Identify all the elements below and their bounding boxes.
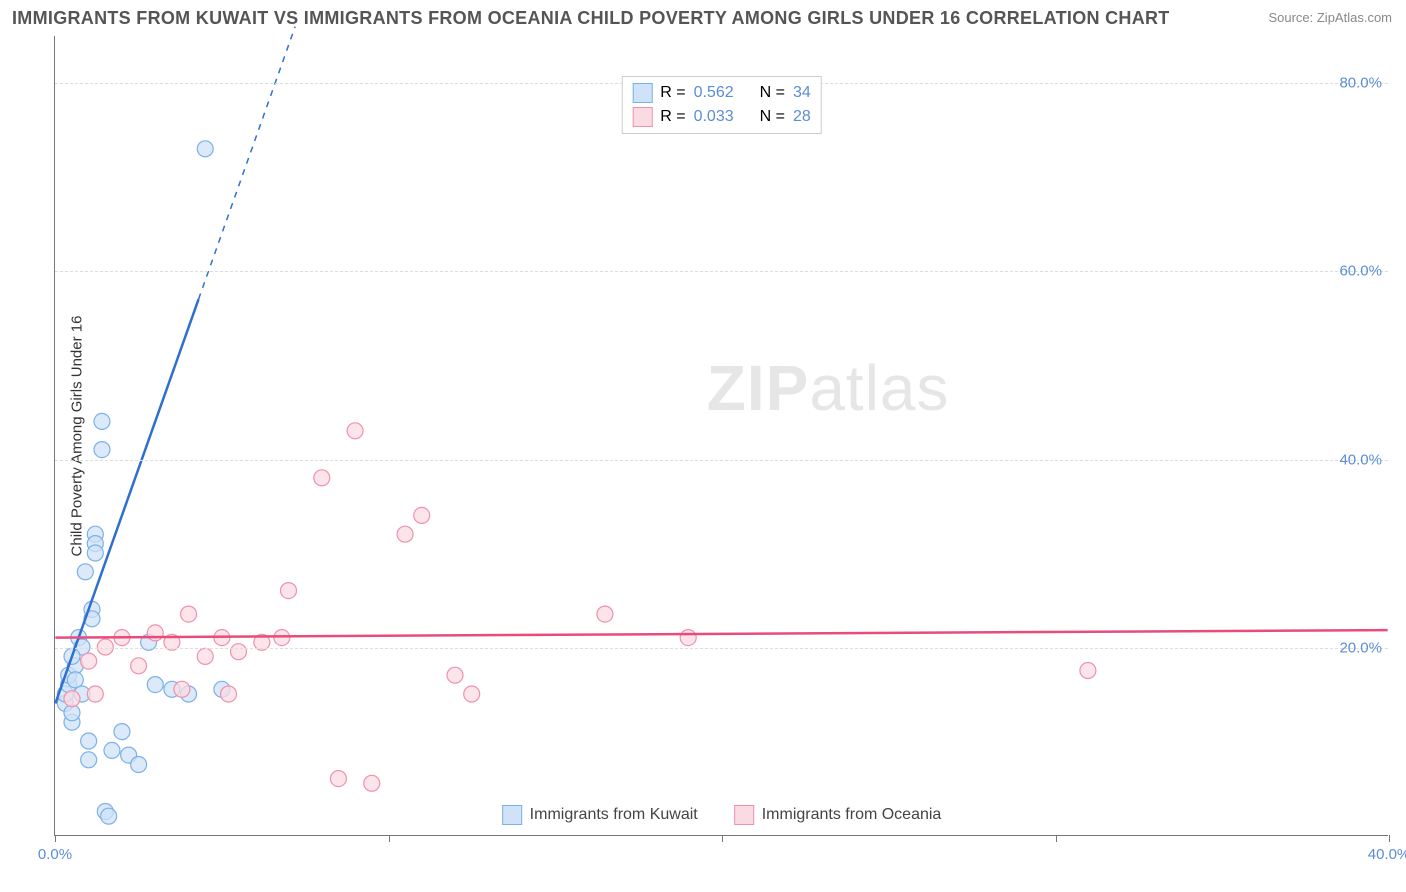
data-point	[131, 757, 147, 773]
y-tick-label: 40.0%	[1339, 451, 1382, 468]
data-point	[221, 686, 237, 702]
gridline	[55, 648, 1388, 649]
legend-row: R = 0.033 N = 28	[632, 105, 811, 129]
data-point	[147, 677, 163, 693]
legend-series-label: Immigrants from Oceania	[762, 806, 942, 824]
legend-row: R = 0.562 N = 34	[632, 81, 811, 105]
data-point	[81, 653, 97, 669]
x-tick-label: 40.0%	[1368, 846, 1406, 863]
data-point	[330, 771, 346, 787]
data-point	[597, 606, 613, 622]
legend-r-label: R =	[660, 84, 685, 102]
legend-swatch	[502, 805, 522, 825]
legend-correlation: R = 0.562 N = 34 R = 0.033 N = 28	[621, 76, 822, 134]
plot-area: Child Poverty Among Girls Under 16 ZIPat…	[54, 36, 1388, 836]
data-point	[131, 658, 147, 674]
data-point	[81, 733, 97, 749]
legend-series-label: Immigrants from Kuwait	[530, 806, 698, 824]
data-point	[397, 526, 413, 542]
legend-series-item: Immigrants from Oceania	[734, 805, 942, 825]
data-point	[77, 564, 93, 580]
x-tick-label: 0.0%	[38, 846, 72, 863]
data-point	[464, 686, 480, 702]
data-point	[87, 686, 103, 702]
y-tick-label: 80.0%	[1339, 75, 1382, 92]
legend-series: Immigrants from Kuwait Immigrants from Oc…	[502, 805, 942, 825]
gridline	[55, 271, 1388, 272]
x-tick	[1056, 835, 1057, 842]
data-point	[81, 752, 97, 768]
y-tick-label: 60.0%	[1339, 263, 1382, 280]
data-point	[680, 630, 696, 646]
legend-n-label: N =	[760, 84, 785, 102]
chart-title: IMMIGRANTS FROM KUWAIT VS IMMIGRANTS FRO…	[12, 8, 1170, 29]
chart-container: IMMIGRANTS FROM KUWAIT VS IMMIGRANTS FRO…	[0, 0, 1406, 892]
legend-swatch	[734, 805, 754, 825]
data-point	[197, 648, 213, 664]
legend-r-label: R =	[660, 108, 685, 126]
y-tick-label: 20.0%	[1339, 639, 1382, 656]
data-point	[94, 413, 110, 429]
gridline	[55, 460, 1388, 461]
data-point	[231, 644, 247, 660]
legend-r-value: 0.033	[694, 108, 734, 126]
data-point	[94, 442, 110, 458]
trend-line	[55, 630, 1387, 638]
legend-n-value: 28	[793, 108, 811, 126]
legend-n-value: 34	[793, 84, 811, 102]
data-point	[414, 507, 430, 523]
data-point	[197, 141, 213, 157]
trend-line-dashed	[199, 27, 296, 300]
legend-swatch	[632, 83, 652, 103]
x-tick	[389, 835, 390, 842]
legend-swatch	[632, 107, 652, 127]
data-point	[174, 681, 190, 697]
data-point	[1080, 663, 1096, 679]
x-tick	[722, 835, 723, 842]
data-point	[447, 667, 463, 683]
data-point	[347, 423, 363, 439]
data-point	[64, 691, 80, 707]
data-point	[147, 625, 163, 641]
x-tick	[1389, 835, 1390, 842]
data-point	[281, 583, 297, 599]
legend-r-value: 0.562	[694, 84, 734, 102]
data-point	[101, 808, 117, 824]
data-point	[181, 606, 197, 622]
chart-svg	[55, 36, 1388, 835]
data-point	[87, 545, 103, 561]
data-point	[364, 775, 380, 791]
data-point	[314, 470, 330, 486]
x-tick	[55, 835, 56, 842]
data-point	[104, 742, 120, 758]
legend-series-item: Immigrants from Kuwait	[502, 805, 698, 825]
source-attribution: Source: ZipAtlas.com	[1268, 10, 1392, 25]
data-point	[114, 724, 130, 740]
legend-n-label: N =	[760, 108, 785, 126]
